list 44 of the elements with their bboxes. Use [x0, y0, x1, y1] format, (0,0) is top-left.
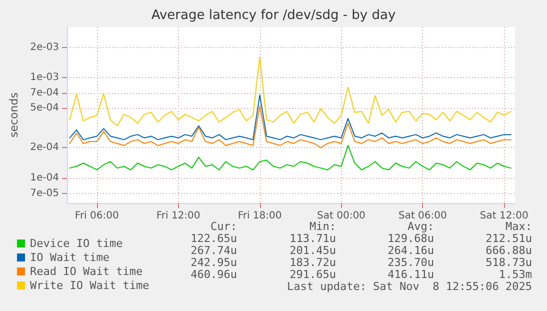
- y-tick-label: 2e-04: [30, 142, 59, 154]
- y-tick-label: 7e-04: [30, 88, 59, 99]
- text: 267.74u: [190, 244, 237, 257]
- text: 291.65u: [290, 268, 336, 281]
- text: 242.95u: [190, 256, 237, 269]
- y-tick-label: 1e-03: [30, 72, 59, 84]
- text: 201.45u: [290, 244, 336, 257]
- line-series: [69, 94, 512, 140]
- text: 113.71u: [290, 232, 336, 245]
- x-tick-label: Sat 00:00: [317, 210, 366, 222]
- text: 183.72u: [290, 256, 336, 269]
- x-tick-label: Sat 06:00: [398, 210, 447, 222]
- legend-label: Write IO Wait time: [30, 279, 150, 292]
- y-tick-label: 5e-04: [30, 102, 59, 114]
- y-tick-label: 1e-04: [30, 172, 59, 184]
- y-axis-title: seconds: [7, 92, 20, 138]
- text: Avg:: [408, 220, 434, 233]
- text: 666.88u: [486, 244, 532, 257]
- x-tick-label: Fri 12:00: [156, 210, 200, 222]
- legend-label: Read IO Wait time: [30, 265, 143, 278]
- legend-label: IO Wait time: [30, 251, 110, 264]
- legend-label: Device IO time: [30, 237, 123, 250]
- text: 235.70u: [388, 256, 434, 269]
- text: Last update: Sat Nov 8 12:55:06 2025: [286, 280, 532, 293]
- text: 1.53m: [498, 268, 532, 281]
- line-series: [69, 106, 512, 148]
- x-tick-label: Fri 06:00: [74, 210, 119, 222]
- text: 129.68u: [388, 232, 434, 245]
- line-series: [69, 56, 512, 126]
- text: 122.65u: [190, 232, 237, 245]
- y-tick-label: 2e-03: [30, 42, 59, 53]
- text: Min:: [310, 220, 336, 233]
- text: 416.11u: [388, 268, 434, 281]
- x-tick-label: Sat 12:00: [480, 210, 528, 222]
- text: Cur:: [210, 220, 238, 233]
- x-tick-label: Fri 18:00: [238, 210, 282, 222]
- y-tick-label: 7e-05: [30, 188, 59, 199]
- text: 212.51u: [486, 232, 532, 245]
- text: Max:: [506, 220, 532, 233]
- text: 460.96u: [190, 268, 237, 281]
- text: 264.16u: [388, 244, 434, 257]
- chart-title: Average latency for /dev/sdg - by day: [151, 8, 396, 23]
- text: 518.73u: [486, 256, 532, 269]
- line-series: [69, 145, 512, 170]
